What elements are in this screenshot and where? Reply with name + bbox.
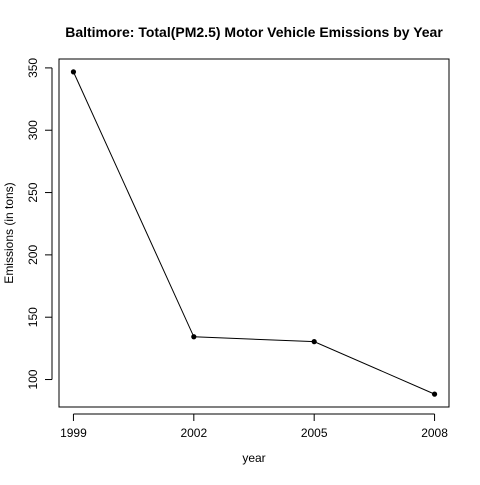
y-tick-label-200: 200 <box>26 245 40 265</box>
x-tick-label-1999: 1999 <box>60 426 87 440</box>
data-point-1999 <box>70 69 77 75</box>
data-point-2002 <box>191 334 197 340</box>
data-point-2008 <box>431 391 438 397</box>
plot-frame <box>58 58 450 408</box>
y-axis-label: Emissions (in tons) <box>2 182 16 283</box>
x-axis: 1999 2002 2005 2008 <box>60 413 448 440</box>
y-axis: 100 150 200 250 300 350 <box>26 58 53 390</box>
y-tick-label-300: 300 <box>26 120 40 140</box>
y-tick-label-150: 150 <box>26 307 40 327</box>
y-tick-label-350: 350 <box>26 58 40 78</box>
series-line-0 <box>72 71 435 395</box>
x-tick-label-2008: 2008 <box>421 426 448 440</box>
chart-title: Baltimore: Total(PM2.5) Motor Vehicle Em… <box>65 24 443 40</box>
x-tick-label-2002: 2002 <box>180 426 207 440</box>
y-tick-label-100: 100 <box>26 369 40 389</box>
y-tick-label-250: 250 <box>26 182 40 202</box>
series-layer <box>70 69 438 397</box>
x-tick-label-2005: 2005 <box>301 426 328 440</box>
data-point-2005 <box>311 339 317 345</box>
x-axis-label: year <box>242 451 265 465</box>
